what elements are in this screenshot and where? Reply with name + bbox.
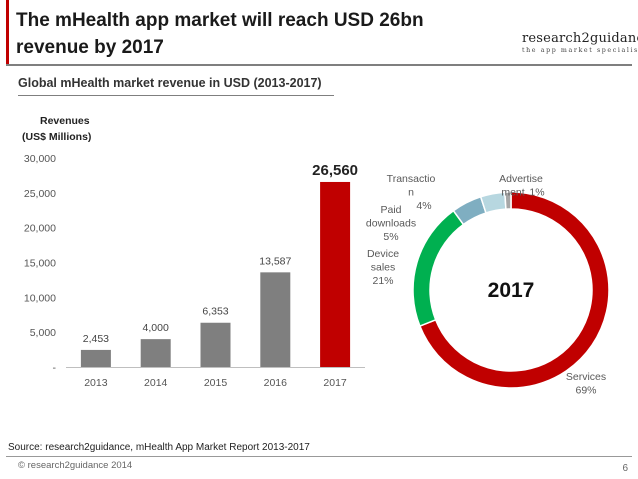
subtitle-underline [18, 95, 334, 96]
x-tick-label-2017: 2017 [323, 377, 347, 389]
chart-subtitle: Global mHealth market revenue in USD (20… [18, 76, 322, 90]
x-tick-label-2014: 2014 [144, 377, 168, 389]
y-tick-label: - [53, 362, 57, 374]
bar-value-label-2015: 6,353 [202, 306, 228, 318]
x-tick-label-2015: 2015 [204, 377, 228, 389]
donut-slice-device-sales [412, 209, 465, 328]
footer-divider [6, 456, 632, 457]
donut-label-services: Services [566, 371, 606, 383]
donut-pct-paid-downloads: 5% [383, 231, 398, 243]
donut-slice-services [418, 191, 610, 389]
donut-pct-transaction: 4% [416, 200, 431, 212]
donut-pct-device-sales: 21% [372, 275, 393, 287]
copyright: © research2guidance 2014 [18, 460, 133, 471]
donut-slice-advertisement [504, 191, 512, 210]
logo: research2guidance the app market special… [522, 31, 638, 54]
y-tick-label: 5,000 [30, 327, 56, 339]
donut-label-paid-downloads-cont: downloads [366, 218, 416, 230]
bar-value-label-2013: 2,453 [83, 333, 109, 345]
logo-name: research2guidance [522, 31, 638, 46]
bar-2013 [80, 349, 111, 367]
bar-value-label-2017: 26,560 [312, 162, 358, 179]
donut-pct-services: 69% [575, 385, 596, 397]
page-number: 6 [622, 463, 628, 474]
page-title: The mHealth app market will reach USD 26… [16, 10, 424, 58]
donut-label-advertisement: Advertise [499, 173, 543, 185]
donut-label-device-sales-cont: sales [371, 262, 396, 274]
source-note: Source: research2guidance, mHealth App M… [8, 442, 310, 453]
donut-center-label: 2017 [488, 279, 535, 302]
donut-label-advertisement-cont: ment [501, 187, 524, 199]
header-divider [6, 64, 632, 66]
bar-2017 [320, 181, 351, 367]
donut-label-device-sales: Device [367, 248, 399, 260]
donut-label-transaction-cont: n [408, 187, 414, 199]
y-tick-label: 10,000 [24, 292, 56, 304]
bar-value-label-2016: 13,587 [259, 255, 291, 267]
x-tick-label-2013: 2013 [84, 377, 108, 389]
bar-value-label-2014: 4,000 [143, 322, 169, 334]
bar-2015 [200, 322, 231, 367]
donut-pct-advertisement: 1% [529, 187, 544, 199]
y-axis-label-line2: (US$ Millions) [22, 131, 92, 143]
y-axis-label: Revenues (US$ Millions) [22, 113, 142, 145]
logo-tagline: the app market specialists [522, 47, 638, 54]
x-tick-label-2016: 2016 [264, 377, 288, 389]
y-axis-label-line1: Revenues [40, 115, 90, 127]
title-accent-bar [6, 0, 9, 64]
donut-label-transaction: Transactio [387, 173, 436, 185]
y-tick-label: 15,000 [24, 258, 56, 270]
donut-label-paid-downloads: Paid [380, 204, 401, 216]
y-tick-label: 20,000 [24, 223, 56, 235]
y-tick-label: 25,000 [24, 188, 56, 200]
bar-2016 [260, 272, 291, 367]
bar-2014 [140, 339, 171, 367]
y-tick-label: 30,000 [24, 153, 56, 165]
